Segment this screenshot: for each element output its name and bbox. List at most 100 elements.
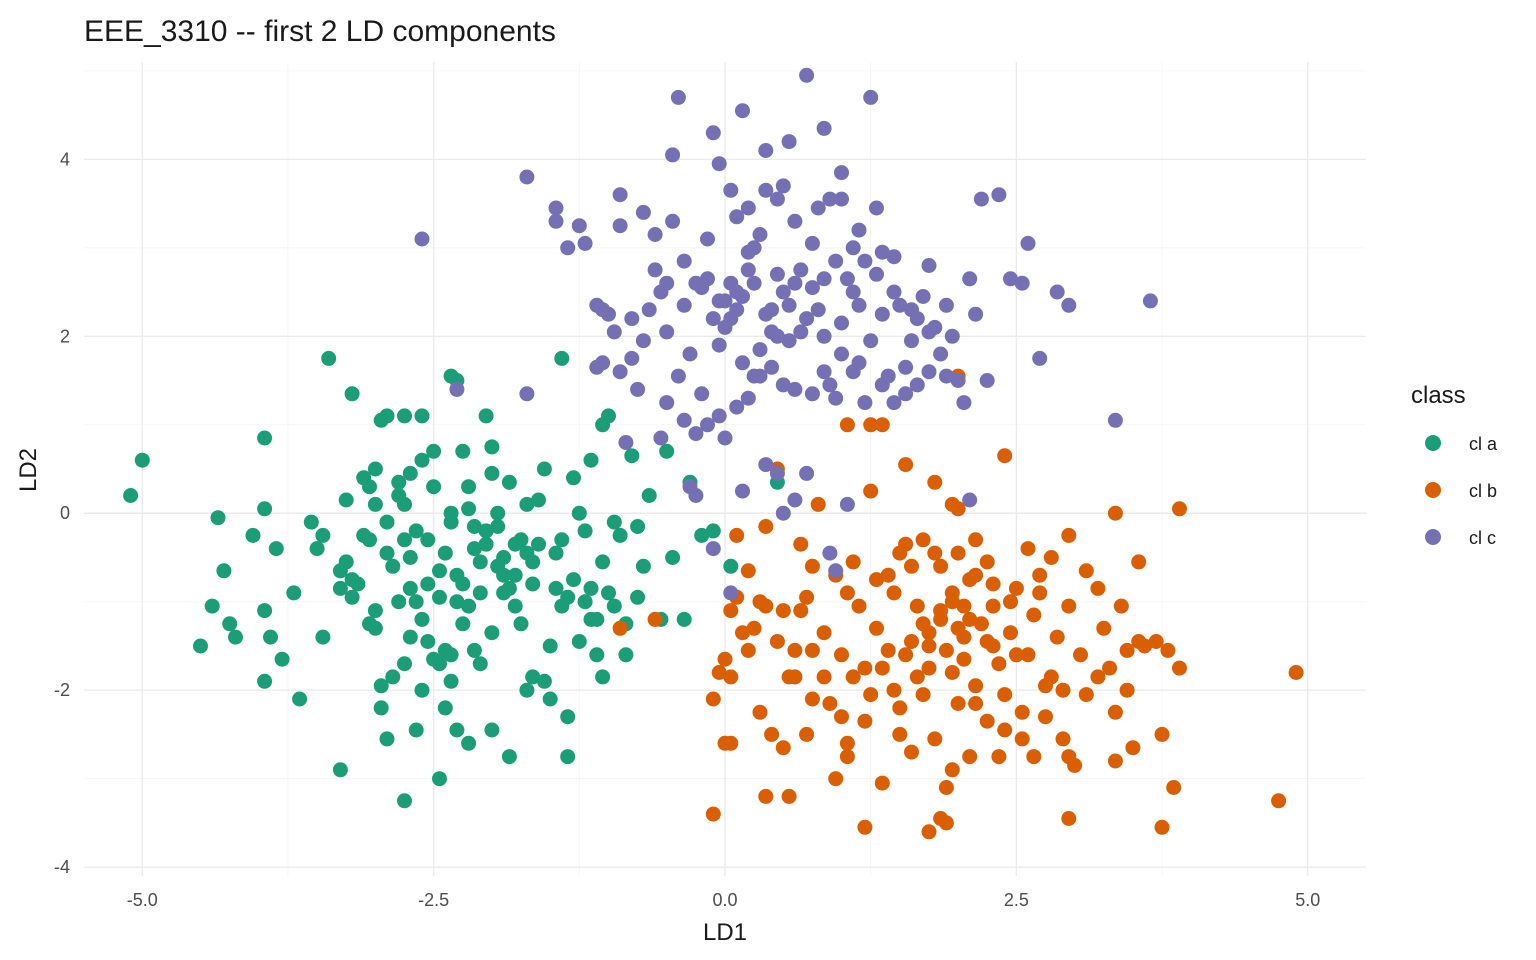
data-point <box>659 443 675 459</box>
data-point <box>670 89 686 105</box>
x-tick-label: 0.0 <box>712 890 737 910</box>
data-point <box>571 634 587 649</box>
data-point <box>711 156 727 172</box>
data-point <box>426 479 442 495</box>
data-point <box>461 501 477 517</box>
data-point <box>822 696 838 711</box>
data-point <box>700 231 715 247</box>
data-point <box>956 651 972 667</box>
data-point <box>402 629 418 645</box>
data-point <box>466 519 482 534</box>
y-tick-label: 0 <box>60 503 70 523</box>
data-point <box>921 824 937 840</box>
data-point <box>577 594 593 610</box>
data-point <box>723 603 739 619</box>
data-point <box>332 580 348 596</box>
data-point <box>845 364 861 380</box>
data-point <box>1073 647 1088 663</box>
data-point <box>443 505 459 521</box>
data-point <box>1038 709 1053 725</box>
data-point <box>595 669 611 685</box>
data-point <box>705 125 721 141</box>
data-point <box>601 585 616 601</box>
data-point <box>769 266 785 282</box>
data-point <box>834 315 849 331</box>
data-point <box>309 541 325 557</box>
data-point <box>1014 731 1030 747</box>
data-point <box>519 169 535 185</box>
data-point <box>548 213 564 229</box>
series-3 <box>414 67 1158 601</box>
data-point <box>1049 629 1065 645</box>
legend-title: class <box>1411 382 1466 409</box>
data-point <box>740 390 756 406</box>
data-point <box>560 709 576 725</box>
data-point <box>863 483 879 499</box>
data-point <box>1090 580 1106 596</box>
data-point <box>828 771 844 787</box>
data-point <box>589 647 605 663</box>
y-axis-title: LD2 <box>15 448 42 492</box>
data-point <box>583 452 599 468</box>
data-point <box>740 200 756 216</box>
data-point <box>554 532 570 548</box>
data-point <box>245 527 261 543</box>
data-point <box>758 519 774 534</box>
data-point <box>851 598 867 614</box>
x-tick-label: -2.5 <box>418 890 449 910</box>
data-point <box>874 377 890 393</box>
data-point <box>729 527 745 543</box>
data-point <box>973 616 989 632</box>
data-point <box>496 550 512 565</box>
data-point <box>851 222 867 238</box>
x-tick-label: -5.0 <box>127 890 158 910</box>
data-point <box>775 284 791 300</box>
data-point <box>839 735 855 751</box>
data-point <box>851 297 867 313</box>
data-point <box>228 629 243 645</box>
data-point <box>839 496 855 512</box>
data-point <box>1288 665 1304 680</box>
data-point <box>432 771 447 787</box>
data-point <box>1107 505 1123 521</box>
data-point <box>729 399 745 415</box>
data-point <box>933 346 949 362</box>
data-point <box>449 567 465 583</box>
data-point <box>845 240 861 256</box>
data-point <box>630 381 646 397</box>
data-point <box>513 532 529 548</box>
data-point <box>700 417 715 433</box>
data-point <box>909 669 925 685</box>
data-point <box>583 580 599 596</box>
data-point <box>472 554 488 570</box>
data-point <box>1014 704 1030 720</box>
data-point <box>332 762 348 778</box>
data-point <box>1271 793 1287 809</box>
data-point <box>909 377 925 393</box>
data-point <box>904 333 919 349</box>
data-point <box>385 558 401 574</box>
data-point <box>391 474 407 490</box>
data-point <box>921 364 937 380</box>
data-point <box>1142 293 1158 309</box>
data-point <box>775 178 791 194</box>
data-point <box>839 271 855 287</box>
data-point <box>408 722 424 738</box>
data-point <box>787 669 803 685</box>
data-point <box>787 642 803 658</box>
data-point <box>869 620 884 636</box>
data-point <box>822 191 838 207</box>
data-point <box>1026 749 1042 765</box>
data-point <box>845 554 861 570</box>
data-point <box>991 749 1007 765</box>
data-point <box>542 638 558 654</box>
data-point <box>869 266 884 282</box>
data-point <box>938 780 954 795</box>
data-point <box>286 585 302 601</box>
data-point <box>1043 550 1059 565</box>
data-point <box>350 576 366 592</box>
data-point <box>694 386 710 402</box>
data-point <box>676 611 692 627</box>
x-tick-label: 5.0 <box>1295 890 1320 910</box>
data-point <box>432 589 447 605</box>
